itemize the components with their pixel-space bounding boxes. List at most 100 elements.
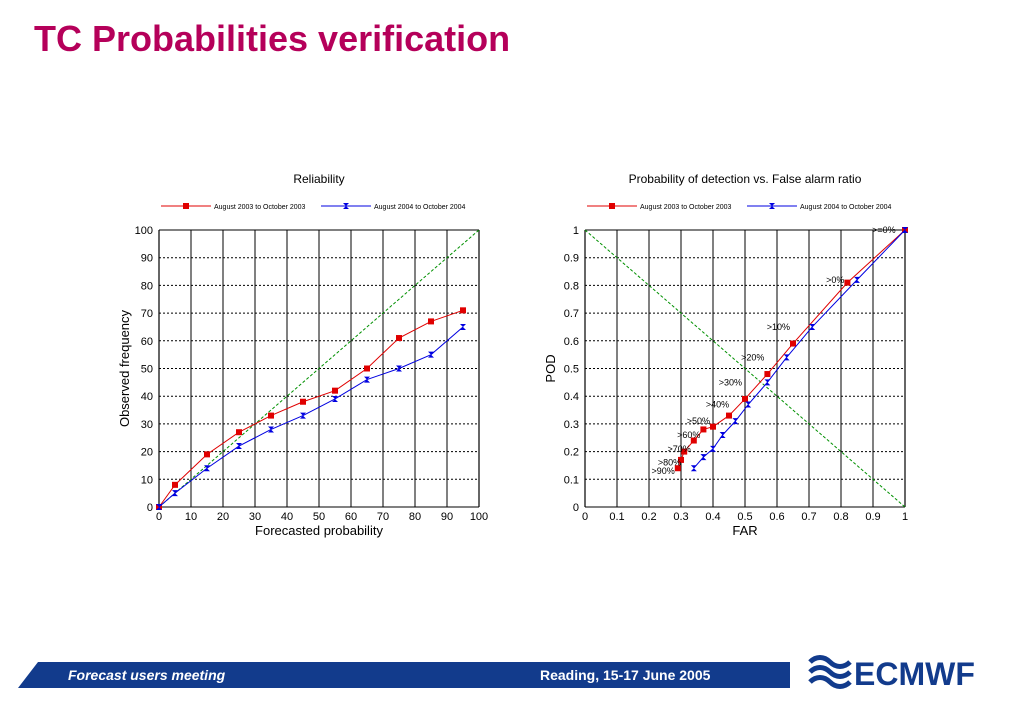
data-point-series-1	[204, 451, 210, 458]
data-point-series-1	[364, 365, 370, 372]
y-tick-label: 60	[141, 336, 153, 348]
footer-bar	[18, 662, 790, 688]
y-tick-label: 100	[135, 225, 153, 237]
data-point-series-2	[428, 351, 434, 358]
data-point-series-2	[700, 454, 707, 461]
threshold-label: >20%	[741, 352, 764, 362]
data-point-series-1	[681, 448, 688, 455]
y-tick-label: 0.8	[564, 280, 579, 292]
data-point-series-2	[745, 401, 752, 408]
data-point-series-2	[809, 323, 816, 330]
data-point-series-1	[332, 387, 338, 394]
data-point-series-1	[690, 437, 697, 444]
data-point-series-2	[364, 376, 370, 383]
y-tick-label: 0	[573, 502, 579, 514]
threshold-label: >70%	[668, 444, 691, 454]
legend-marker-1	[183, 203, 189, 209]
data-point-series-1	[396, 335, 402, 342]
x-tick-label: 0.5	[737, 511, 752, 523]
ecmwf-logo: ECMWF	[808, 655, 975, 692]
data-point-series-1	[300, 398, 306, 405]
data-point-series-1	[428, 318, 434, 325]
x-tick-label: 0.2	[641, 511, 656, 523]
x-tick-label: 90	[441, 511, 453, 523]
threshold-label: >10%	[767, 322, 790, 332]
legend-label-2: August 2004 to October 2004	[800, 204, 892, 211]
x-tick-label: 80	[409, 511, 421, 523]
y-tick-label: 50	[141, 364, 153, 376]
data-point-series-1	[678, 456, 684, 463]
x-tick-label: 30	[249, 511, 261, 523]
threshold-label: >=0%	[872, 225, 896, 235]
data-point-series-2	[690, 465, 697, 472]
y-axis-label: POD	[543, 354, 558, 382]
data-point-series-1	[844, 279, 851, 286]
threshold-label: >60%	[677, 430, 700, 440]
x-tick-label: 100	[470, 511, 488, 523]
data-point-series-2	[764, 379, 771, 386]
data-point-series-2	[172, 490, 178, 497]
data-point-series-2	[783, 354, 790, 361]
data-point-series-2	[268, 426, 274, 433]
data-point-series-1	[726, 412, 732, 419]
threshold-label: >90%	[652, 466, 675, 476]
x-tick-label: 0.4	[705, 511, 720, 523]
data-point-series-1	[764, 371, 771, 378]
data-point-series-1	[790, 340, 796, 347]
no-skill-line	[584, 229, 906, 508]
data-point-series-2	[710, 445, 716, 452]
perfect-reliability-line	[158, 229, 480, 508]
pod-far-chart: Probability of detection vs. False alarm…	[543, 172, 908, 538]
y-tick-label: 70	[141, 308, 153, 320]
y-tick-label: 0.4	[564, 391, 579, 403]
x-tick-label: 0.8	[833, 511, 848, 523]
series-line-1	[158, 309, 464, 508]
x-tick-label: 40	[281, 511, 293, 523]
footer-band	[18, 662, 790, 688]
threshold-label: >0%	[826, 275, 844, 285]
y-tick-label: 30	[141, 419, 153, 431]
data-point-series-1	[742, 395, 748, 402]
data-point-series-2	[460, 323, 466, 330]
chart-title: Reliability	[293, 172, 344, 186]
x-axis-label: Forecasted probability	[255, 523, 383, 538]
x-axis-label: FAR	[732, 523, 757, 538]
x-tick-label: 10	[185, 511, 197, 523]
x-tick-label: 0.7	[801, 511, 816, 523]
x-tick-label: 60	[345, 511, 357, 523]
x-tick-label: 0	[582, 511, 588, 523]
y-tick-label: 0.3	[564, 419, 579, 431]
threshold-label: >30%	[719, 377, 742, 387]
data-point-series-2	[204, 465, 210, 472]
x-tick-label: 1	[902, 511, 908, 523]
legend-label-1: August 2003 to October 2003	[214, 204, 306, 211]
series-line-2	[158, 326, 464, 508]
y-tick-label: 0.5	[564, 364, 579, 376]
reliability-chart: Reliability August 2003 to October 2003 Au…	[117, 172, 488, 538]
x-tick-label: 0.6	[769, 511, 784, 523]
y-tick-label: 0.7	[564, 308, 579, 320]
threshold-label: >40%	[706, 400, 729, 410]
data-point-series-2	[300, 412, 306, 419]
y-tick-label: 0.1	[564, 474, 579, 486]
data-point-series-1	[236, 429, 242, 436]
footer-location-date: Reading, 15-17 June 2005	[540, 667, 711, 683]
threshold-label: >80%	[658, 458, 681, 468]
y-tick-label: 0.9	[564, 253, 579, 265]
x-tick-label: 0	[156, 511, 162, 523]
legend-marker-2	[343, 203, 349, 209]
y-tick-label: 90	[141, 253, 153, 265]
y-tick-label: 40	[141, 391, 153, 403]
data-point-series-2	[732, 418, 739, 425]
x-tick-label: 0.9	[865, 511, 880, 523]
data-point-series-2	[719, 431, 726, 438]
data-point-series-2	[902, 227, 908, 233]
y-tick-label: 20	[141, 447, 153, 459]
data-point-series-1	[700, 426, 707, 433]
legend-marker-1	[609, 203, 615, 209]
y-tick-label: 10	[141, 474, 153, 486]
threshold-label: >50%	[687, 416, 710, 426]
data-point-series-1	[674, 465, 681, 472]
page-title: TC Probabilities verification	[34, 18, 511, 59]
data-point-series-1	[268, 412, 274, 419]
